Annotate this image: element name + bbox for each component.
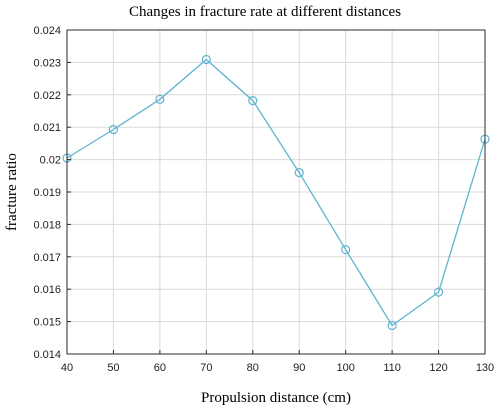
y-tick-label: 0.016 <box>33 284 61 296</box>
data-point <box>108 124 119 135</box>
x-tick-label: 40 <box>61 362 73 374</box>
series-line <box>66 58 486 327</box>
x-axis-label: Propulsion distance (cm) <box>201 390 351 406</box>
y-tick-label: 0.022 <box>33 90 61 102</box>
data-point <box>433 287 444 297</box>
x-tick-label: 100 <box>336 362 354 374</box>
x-tick-label: 60 <box>154 362 166 374</box>
y-tick-label: 0.015 <box>33 317 61 329</box>
y-tick-label: 0.024 <box>33 25 61 37</box>
data-point <box>294 167 304 178</box>
y-tick-label: 0.023 <box>33 57 61 69</box>
x-tick-label: 120 <box>429 362 447 374</box>
x-tick-label: 80 <box>247 362 259 374</box>
data-point <box>201 54 211 65</box>
data-point <box>341 245 351 255</box>
y-tick-label: 0.014 <box>33 349 61 361</box>
data-point <box>155 94 165 104</box>
x-tick-label: 50 <box>107 362 119 374</box>
chart-title: Changes in fracture rate at different di… <box>129 4 401 20</box>
y-tick-label: 0.021 <box>33 122 61 134</box>
y-tick-label: 0.017 <box>33 252 61 264</box>
y-tick-label: 0.018 <box>33 219 61 231</box>
y-tick-label: 0.019 <box>33 187 61 199</box>
grid <box>66 29 486 355</box>
y-tick-label: 0.02 <box>40 155 61 167</box>
y-axis-label: fracture ratio <box>4 153 20 231</box>
x-tick-label: 90 <box>293 362 305 374</box>
x-tick-label: 110 <box>383 362 401 374</box>
x-tick-label: 130 <box>476 362 494 374</box>
y-axis-ticks: 0.014 0.015 0.016 0.017 0.018 0.019 0.02 0.021 0… <box>33 25 71 361</box>
data-point <box>387 320 397 331</box>
x-tick-label: 70 <box>200 362 212 374</box>
x-axis-ticks: 40 50 60 70 80 90 100 110 120 130 <box>61 350 494 374</box>
data-point <box>248 96 258 106</box>
